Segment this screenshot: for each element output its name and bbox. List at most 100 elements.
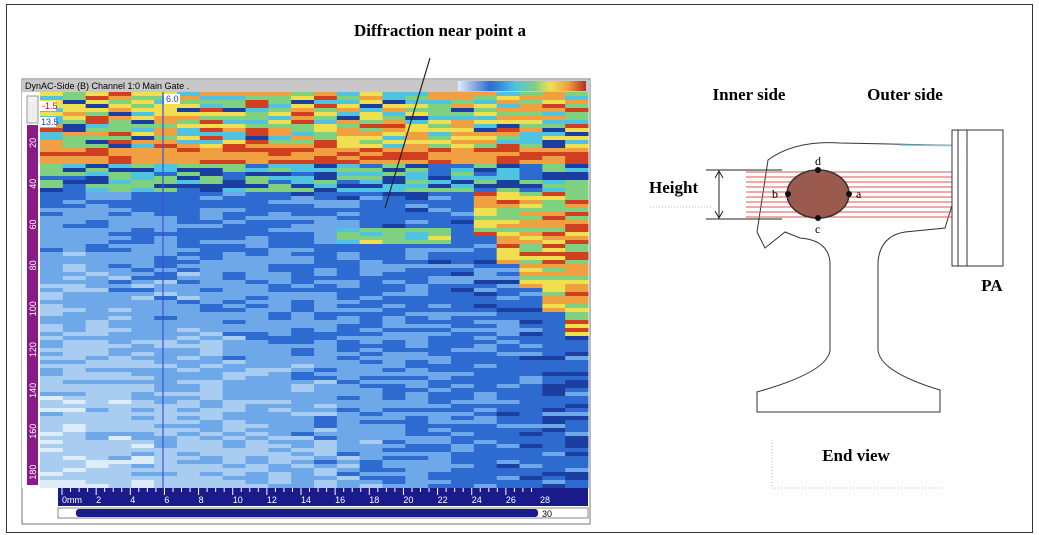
scan-cell — [451, 152, 475, 156]
y-ruler-label: 120 — [28, 342, 38, 357]
scan-cell — [131, 436, 155, 440]
scan-cell — [268, 216, 292, 220]
scan-cell — [519, 216, 543, 220]
scan-cell — [291, 176, 315, 180]
scan-cell — [85, 388, 109, 392]
scan-cell — [108, 104, 132, 108]
scan-cell — [428, 336, 452, 340]
scan-cell — [405, 300, 429, 304]
scan-cell — [131, 272, 155, 276]
scan-cell — [359, 464, 383, 468]
scan-cell — [473, 392, 498, 396]
scan-cell — [245, 256, 269, 260]
scan-cell — [542, 264, 566, 268]
scan-cell — [108, 448, 132, 452]
scan-cell — [405, 240, 429, 244]
scan-cell — [496, 328, 520, 332]
scan-cell — [85, 220, 109, 224]
scan-cell — [40, 460, 64, 464]
scan-cell — [131, 316, 155, 320]
scan-cell — [382, 172, 406, 176]
scan-cell — [428, 164, 452, 168]
scan-cell — [222, 468, 246, 472]
scan-cell — [382, 452, 406, 456]
scan-cell — [428, 208, 452, 212]
scan-cell — [177, 344, 201, 348]
scan-cell — [359, 456, 383, 460]
scan-cell — [382, 300, 406, 304]
scan-cell — [542, 408, 566, 412]
scan-cell — [40, 352, 64, 356]
scan-cell — [451, 288, 475, 292]
scan-cell — [291, 408, 315, 412]
scan-cell — [405, 252, 429, 256]
scan-cell — [108, 176, 132, 180]
scan-cell — [519, 344, 543, 348]
scan-cell — [473, 308, 498, 312]
scan-cell — [519, 284, 543, 288]
scan-cell — [177, 204, 201, 208]
scan-cell — [451, 364, 475, 368]
scan-cell — [62, 92, 87, 96]
scan-cell — [336, 368, 361, 372]
scan-cell — [62, 252, 87, 256]
scan-cell — [382, 232, 406, 236]
scan-cell — [382, 124, 406, 128]
scan-cell — [108, 348, 132, 352]
scan-cell — [40, 372, 64, 376]
scan-cell — [199, 364, 224, 368]
scan-cell — [565, 452, 589, 456]
scan-cell — [314, 116, 338, 120]
scan-cell — [314, 136, 338, 140]
scan-cell — [519, 356, 543, 360]
scan-cell — [40, 192, 64, 196]
scan-cell — [291, 204, 315, 208]
scan-cell — [199, 128, 224, 132]
scan-cell — [222, 400, 246, 404]
scan-cell — [222, 404, 246, 408]
scan-cell — [542, 364, 566, 368]
scan-cell — [131, 148, 155, 152]
scan-cell — [314, 448, 338, 452]
scan-cell — [199, 244, 224, 248]
scan-cell — [382, 276, 406, 280]
scan-cell — [40, 376, 64, 380]
scan-cell — [336, 164, 361, 168]
scan-cell — [565, 372, 589, 376]
scan-cell — [519, 312, 543, 316]
scan-cell — [131, 312, 155, 316]
scan-cell — [473, 400, 498, 404]
scan-cell — [108, 380, 132, 384]
scan-cell — [451, 408, 475, 412]
scan-cell — [222, 452, 246, 456]
scan-cell — [565, 112, 589, 116]
scan-cell — [85, 232, 109, 236]
scan-cell — [451, 432, 475, 436]
scan-cell — [108, 144, 132, 148]
scan-cell — [314, 112, 338, 116]
scan-cell — [85, 396, 109, 400]
scan-cell — [382, 272, 406, 276]
scan-cell — [177, 220, 201, 224]
scan-cell — [268, 452, 292, 456]
scan-cell — [154, 160, 178, 164]
scan-cell — [131, 172, 155, 176]
scan-cell — [131, 468, 155, 472]
scan-cell — [451, 352, 475, 356]
scan-cell — [222, 384, 246, 388]
scan-cell — [382, 228, 406, 232]
scan-cell — [565, 116, 589, 120]
scan-cell — [62, 180, 87, 184]
scan-cell — [40, 284, 64, 288]
scan-cell — [359, 212, 383, 216]
scan-cell — [496, 432, 520, 436]
x-ruler-label: 10 — [233, 495, 243, 505]
scan-cell — [85, 188, 109, 192]
scan-cell — [451, 292, 475, 296]
scan-cell — [268, 304, 292, 308]
scan-cell — [268, 184, 292, 188]
scan-cell — [131, 188, 155, 192]
scan-cell — [199, 124, 224, 128]
scan-cell — [314, 200, 338, 204]
scan-cell — [108, 120, 132, 124]
